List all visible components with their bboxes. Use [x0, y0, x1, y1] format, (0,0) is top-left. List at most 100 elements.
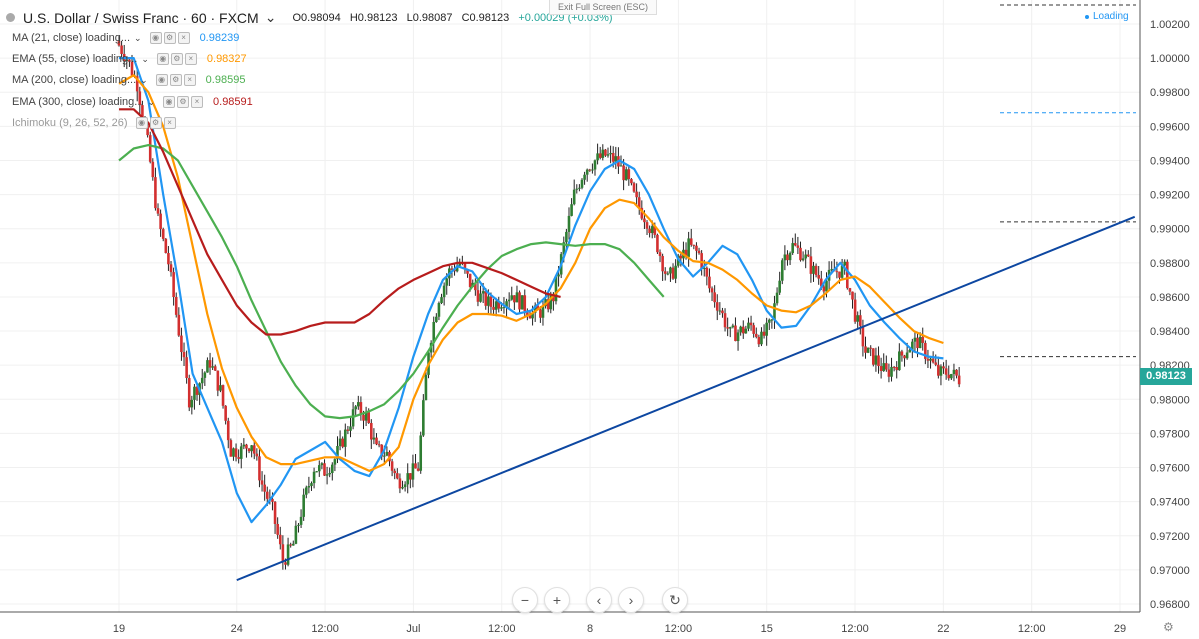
candle-body	[531, 312, 534, 319]
indicator-row[interactable]: MA (200, close) loading... ⌄ ◉ ⚙ × 0.98595	[12, 74, 245, 86]
candle-body	[859, 315, 862, 326]
close-icon[interactable]: ×	[191, 96, 204, 108]
candle-body	[692, 244, 696, 246]
candle-body	[799, 247, 802, 261]
candle-body	[372, 437, 376, 440]
indicator-value: 0.98591	[213, 96, 253, 108]
chevron-down-icon[interactable]: ⌄	[134, 32, 142, 43]
candle-body	[299, 516, 303, 525]
candle-body	[648, 228, 651, 234]
ohlc-high: H0.98123	[349, 11, 398, 24]
candle-body	[887, 369, 891, 377]
candle-body	[658, 252, 662, 257]
close-icon[interactable]: ×	[184, 53, 197, 65]
reset-icon[interactable]: ↻	[662, 587, 688, 613]
close-icon[interactable]: ×	[183, 74, 196, 86]
x-tick-label: 12:00	[1018, 623, 1046, 635]
candle-body	[526, 310, 529, 316]
gear-icon[interactable]: ⚙	[177, 96, 190, 108]
gear-icon[interactable]: ⚙	[169, 74, 182, 86]
candle-body	[232, 448, 235, 457]
settings-gear-icon[interactable]: ⚙	[1163, 620, 1174, 634]
candle-body	[169, 264, 173, 273]
candle-body	[713, 292, 716, 303]
gear-icon[interactable]: ⚙	[170, 53, 183, 65]
trendline	[236, 215, 1136, 582]
candle-body	[219, 385, 222, 391]
eye-icon[interactable]: ◉	[155, 74, 168, 86]
candle-body	[294, 525, 298, 544]
candle-body	[195, 386, 199, 395]
candle-body	[942, 366, 945, 369]
exit-fullscreen-button[interactable]: Exit Full Screen (ESC)	[549, 0, 658, 15]
candle-body	[624, 169, 628, 181]
zoom-out-icon[interactable]: −	[512, 587, 538, 613]
candle-body	[349, 426, 352, 431]
scroll-left-icon[interactable]: ‹	[586, 587, 612, 613]
candle-body	[234, 448, 238, 458]
candle-body	[500, 307, 503, 309]
candle-body	[510, 295, 514, 300]
candle-body	[291, 543, 295, 546]
scroll-right-icon[interactable]: ›	[618, 587, 644, 613]
candle-body	[580, 179, 584, 188]
candle-body	[419, 435, 423, 471]
chevron-down-icon[interactable]: ⌄	[140, 74, 148, 85]
indicator-row[interactable]: EMA (300, close) loading... ⌄ ◉ ⚙ × 0.98591	[12, 96, 253, 108]
series-line	[118, 74, 944, 472]
candle-body	[715, 302, 719, 311]
candle-body	[164, 238, 168, 254]
eye-icon[interactable]: ◉	[149, 32, 162, 44]
indicator-row[interactable]: MA (21, close) loading... ⌄ ◉ ⚙ × 0.98239	[12, 32, 239, 44]
candle-body	[346, 429, 350, 431]
candle-body	[585, 169, 589, 175]
indicator-buttons: ◉ ⚙ ×	[149, 32, 190, 44]
candle-body	[918, 336, 922, 349]
candle-body	[765, 322, 768, 336]
gear-icon[interactable]: ⚙	[163, 32, 176, 44]
eye-icon[interactable]: ◉	[156, 53, 169, 65]
close-icon[interactable]: ×	[163, 117, 176, 129]
candle-body	[416, 468, 420, 471]
candle-body	[944, 368, 948, 375]
x-tick-label: 22	[937, 623, 949, 635]
candle-body	[383, 455, 386, 457]
indicator-row[interactable]: Ichimoku (9, 26, 52, 26) ◉ ⚙ ×	[12, 117, 176, 129]
candle-body	[185, 357, 188, 379]
x-tick-label: 12:00	[665, 623, 693, 635]
dashed-levels	[1000, 4, 1136, 358]
candle-body	[323, 463, 326, 476]
indicator-row[interactable]: EMA (55, close) loading... ⌄ ◉ ⚙ × 0.98327	[12, 53, 247, 65]
candle-body	[596, 153, 599, 161]
candle-body	[770, 319, 774, 321]
x-tick-label: Jul	[406, 623, 420, 635]
candle-body	[325, 474, 329, 476]
symbol-title[interactable]: U.S. Dollar / Swiss Franc · 60 · FXCM	[23, 9, 259, 26]
candle-body	[749, 322, 753, 326]
chevron-down-icon[interactable]: ⌄	[264, 9, 277, 25]
x-tick-label: 24	[231, 623, 243, 635]
candle-body	[957, 375, 961, 385]
candle-body	[138, 91, 142, 106]
candle-body	[791, 243, 794, 254]
candle-body	[141, 105, 144, 119]
candle-body	[442, 285, 446, 298]
candle-body	[367, 412, 371, 424]
eye-icon[interactable]: ◉	[135, 117, 148, 129]
candle-body	[380, 444, 384, 457]
chevron-down-icon[interactable]: ⌄	[147, 96, 156, 107]
candle-body	[689, 238, 693, 245]
chevron-down-icon[interactable]: ⌄	[141, 53, 149, 64]
candle-body	[572, 189, 576, 205]
candle-body	[455, 265, 459, 272]
gear-icon[interactable]: ⚙	[149, 117, 162, 129]
candle-body	[632, 183, 636, 192]
eye-icon[interactable]: ◉	[163, 96, 176, 108]
candle-body	[539, 309, 542, 318]
y-tick-label: 0.97600	[1150, 463, 1190, 475]
zoom-in-icon[interactable]: +	[544, 587, 570, 613]
close-icon[interactable]: ×	[177, 32, 190, 44]
candle-body	[351, 409, 355, 427]
candle-body	[741, 326, 745, 334]
